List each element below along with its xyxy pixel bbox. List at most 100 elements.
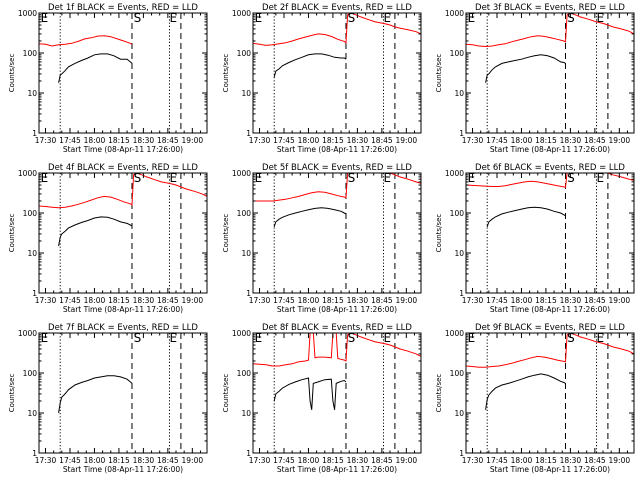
x-tick-label: 18:45 <box>584 296 606 305</box>
x-tick-label: 19:00 <box>396 456 418 465</box>
x-axis-label: Start Time (08-Apr-11 17:26:00) <box>63 305 183 314</box>
y-tick-label: 100 <box>237 209 252 218</box>
x-tick-label: 19:00 <box>182 456 204 465</box>
x-tick-label: 18:45 <box>157 136 179 145</box>
marker-e: E <box>596 331 604 345</box>
x-tick-label: 18:30 <box>347 136 369 145</box>
marker-e: E <box>41 11 49 25</box>
lld-line <box>466 13 634 48</box>
x-tick-label: 18:45 <box>584 136 606 145</box>
chart-panel-6: Det 6f BLACK = Events, RED = LLD 1 10 100 10… <box>435 163 635 314</box>
x-tick-label: 17:45 <box>59 456 81 465</box>
x-tick-label: 17:30 <box>35 136 57 145</box>
x-tick-label: 18:00 <box>298 296 320 305</box>
plot-frame <box>465 172 635 294</box>
x-tick-label: 18:15 <box>322 136 344 145</box>
lld-line <box>253 13 421 46</box>
y-tick-label: 100 <box>450 369 465 378</box>
marker-e: E <box>468 171 476 185</box>
chart-panel-9: Det 9f BLACK = Events, RED = LLD 1 10 100 10… <box>435 323 635 474</box>
y-tick-label: 100 <box>237 369 252 378</box>
marker-e: E <box>255 331 263 345</box>
x-tick-label: 18:45 <box>157 456 179 465</box>
x-tick-label: 18:15 <box>535 456 557 465</box>
x-tick-label: 19:00 <box>182 296 204 305</box>
y-tick-label: 1 <box>32 449 37 458</box>
y-tick-label: 1000 <box>18 169 37 178</box>
x-tick-label: 17:45 <box>486 296 508 305</box>
panel-title: Det 2f BLACK = Events, RED = LLD <box>262 3 412 13</box>
lld-line <box>466 173 634 188</box>
marker-e: E <box>169 171 177 185</box>
y-tick-label: 1 <box>246 449 251 458</box>
y-tick-label: 10 <box>454 409 464 418</box>
y-tick-label: 100 <box>23 369 38 378</box>
panel-title: Det 6f BLACK = Events, RED = LLD <box>475 163 625 173</box>
x-tick-label: 18:45 <box>371 296 393 305</box>
panel-title: Det 8f BLACK = Events, RED = LLD <box>262 323 412 333</box>
y-tick-label: 10 <box>241 409 251 418</box>
x-tick-label: 18:45 <box>371 136 393 145</box>
plot-frame <box>465 12 635 134</box>
y-tick-label: 10 <box>241 89 251 98</box>
marker-e: E <box>383 171 391 185</box>
plot-frame <box>465 332 635 454</box>
panel-title: Det 4f BLACK = Events, RED = LLD <box>48 163 198 173</box>
x-tick-label: 18:30 <box>133 136 155 145</box>
marker-s: S <box>348 11 356 25</box>
x-tick-label: 18:45 <box>157 296 179 305</box>
x-tick-label: 19:00 <box>182 136 204 145</box>
y-tick-label: 1 <box>32 289 37 298</box>
x-tick-label: 18:30 <box>133 456 155 465</box>
x-tick-label: 18:30 <box>347 456 369 465</box>
marker-s: S <box>134 171 142 185</box>
x-tick-label: 17:30 <box>249 296 271 305</box>
y-axis-label: Counts/sec <box>435 214 443 253</box>
marker-s: S <box>348 331 356 345</box>
y-tick-label: 10 <box>241 249 251 258</box>
lld-line <box>466 333 634 368</box>
marker-e: E <box>596 171 604 185</box>
x-axis-label: Start Time (08-Apr-11 17:26:00) <box>277 145 397 154</box>
events-line <box>273 207 347 228</box>
plot-frame <box>38 12 208 134</box>
x-tick-label: 18:00 <box>511 136 533 145</box>
x-tick-label: 18:15 <box>535 136 557 145</box>
x-axis-label: Start Time (08-Apr-11 17:26:00) <box>63 465 183 474</box>
x-tick-label: 17:30 <box>35 296 57 305</box>
y-tick-label: 100 <box>237 49 252 58</box>
x-tick-label: 18:30 <box>560 296 582 305</box>
x-tick-label: 17:45 <box>273 136 295 145</box>
y-tick-label: 1000 <box>18 9 37 18</box>
marker-e: E <box>255 171 263 185</box>
x-tick-label: 18:15 <box>322 456 344 465</box>
y-tick-label: 100 <box>23 209 38 218</box>
x-tick-label: 17:45 <box>273 296 295 305</box>
x-axis-label: Start Time (08-Apr-11 17:26:00) <box>490 465 610 474</box>
y-axis-label: Counts/sec <box>435 54 443 93</box>
chart-panel-1: Det 1f BLACK = Events, RED = LLD 1 10 100 10… <box>8 3 208 154</box>
x-tick-label: 17:30 <box>249 136 271 145</box>
y-axis-label: Counts/sec <box>8 214 16 253</box>
x-tick-label: 18:15 <box>322 296 344 305</box>
x-tick-label: 18:30 <box>560 456 582 465</box>
x-tick-label: 18:00 <box>298 456 320 465</box>
x-tick-label: 17:45 <box>486 136 508 145</box>
chart-panel-7: Det 7f BLACK = Events, RED = LLD 1 10 100 10… <box>8 323 208 474</box>
y-tick-label: 1000 <box>445 169 464 178</box>
chart-panel-3: Det 3f BLACK = Events, RED = LLD 1 10 100 10… <box>435 3 635 154</box>
x-tick-label: 18:00 <box>511 296 533 305</box>
y-axis-label: Counts/sec <box>435 374 443 413</box>
marker-s: S <box>134 331 142 345</box>
lld-line <box>253 333 421 367</box>
x-tick-label: 18:30 <box>560 136 582 145</box>
marker-e: E <box>41 331 49 345</box>
x-tick-label: 18:00 <box>298 136 320 145</box>
marker-e: E <box>596 11 604 25</box>
x-tick-label: 19:00 <box>396 136 418 145</box>
y-tick-label: 1000 <box>445 9 464 18</box>
y-tick-label: 10 <box>27 409 37 418</box>
chart-panel-8: Det 8f BLACK = Events, RED = LLD 1 10 100 10… <box>222 323 422 474</box>
marker-e: E <box>468 11 476 25</box>
